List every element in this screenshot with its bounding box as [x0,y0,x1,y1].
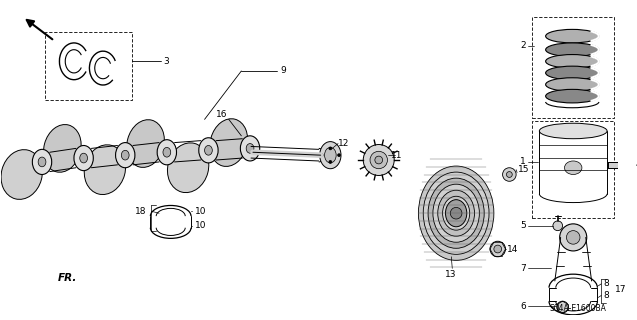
Ellipse shape [423,172,489,254]
Text: 3: 3 [163,57,169,66]
Ellipse shape [80,153,87,163]
Text: 8: 8 [603,279,609,288]
Ellipse shape [433,184,480,242]
Text: 6: 6 [520,302,526,311]
Ellipse shape [38,157,46,167]
Ellipse shape [564,161,582,174]
Text: 1: 1 [520,157,526,166]
Ellipse shape [546,29,599,43]
Text: 13: 13 [445,270,456,279]
Text: 9: 9 [280,67,286,76]
Ellipse shape [445,200,467,227]
Bar [608,162,630,168]
Ellipse shape [320,142,341,169]
Ellipse shape [163,148,171,157]
Ellipse shape [115,143,135,168]
Ellipse shape [74,146,93,171]
Ellipse shape [246,144,254,153]
Text: 2: 2 [520,41,526,50]
Ellipse shape [546,89,599,103]
Ellipse shape [199,138,218,163]
Circle shape [450,207,462,219]
Circle shape [506,172,512,177]
Text: 10: 10 [195,207,206,216]
Ellipse shape [428,178,484,248]
Ellipse shape [157,140,176,165]
Ellipse shape [122,150,129,160]
Circle shape [553,221,562,231]
Text: 12: 12 [338,139,350,148]
Circle shape [490,241,506,257]
Ellipse shape [546,43,599,56]
Ellipse shape [240,136,260,161]
Ellipse shape [84,145,125,195]
Ellipse shape [419,166,494,260]
Ellipse shape [204,146,212,155]
Ellipse shape [443,196,469,230]
Text: 17: 17 [615,285,626,294]
Circle shape [557,301,568,313]
Bar [532,121,614,218]
Circle shape [370,151,387,169]
Ellipse shape [546,54,599,68]
Text: 4: 4 [635,160,637,169]
Text: 5: 5 [520,221,526,230]
Ellipse shape [210,119,248,166]
Circle shape [503,168,516,181]
Circle shape [329,161,332,164]
Ellipse shape [540,123,607,139]
Ellipse shape [43,124,81,172]
Circle shape [560,224,587,251]
Text: 7: 7 [520,264,526,273]
Ellipse shape [168,143,209,193]
Bar [45,32,132,100]
Ellipse shape [324,148,336,163]
Circle shape [338,154,341,156]
Text: S04A-E1600BA: S04A-E1600BA [550,304,606,313]
Text: 15: 15 [518,165,529,174]
Ellipse shape [32,149,52,174]
Text: 14: 14 [508,244,519,253]
Text: FR.: FR. [57,273,77,283]
Text: 8: 8 [603,291,609,300]
Text: 11: 11 [391,151,403,160]
Ellipse shape [546,78,599,91]
Text: 16: 16 [216,110,227,119]
Text: 10: 10 [195,221,206,230]
Ellipse shape [127,120,164,167]
Circle shape [494,245,501,253]
Circle shape [375,156,383,164]
Text: 18: 18 [135,207,147,216]
Circle shape [320,154,323,156]
Ellipse shape [438,190,475,236]
Circle shape [566,231,580,244]
Ellipse shape [1,150,43,199]
Bar [532,17,614,118]
Circle shape [329,147,332,150]
Circle shape [363,145,394,175]
Ellipse shape [546,66,599,80]
